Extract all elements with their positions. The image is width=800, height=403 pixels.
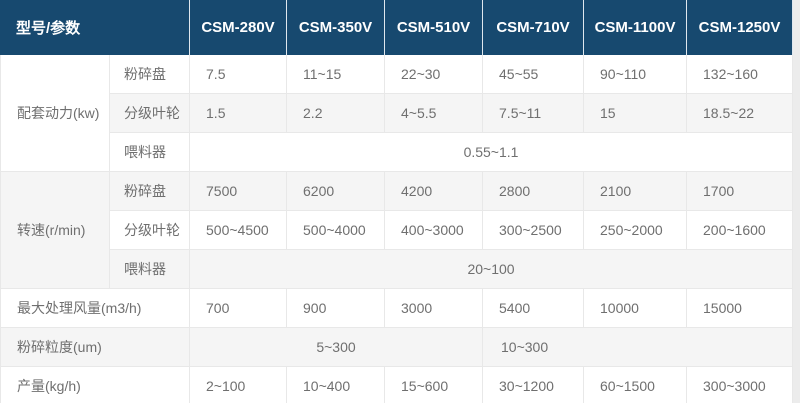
value-cell: 1700 — [687, 172, 794, 211]
value-cell: 4~5.5 — [385, 94, 484, 133]
model-header-csm-1100v: CSM-1100V — [584, 0, 688, 55]
value-cell: 15000 — [687, 289, 794, 328]
table-header-row: 型号/参数 CSM-280V CSM-350V CSM-510V CSM-710… — [0, 0, 794, 55]
value-cell: 300~3000 — [687, 367, 794, 403]
merged-value-cell: 10~300 — [483, 328, 794, 367]
value-cell: 2800 — [483, 172, 585, 211]
value-cell: 10~400 — [287, 367, 386, 403]
value-cell: 900 — [287, 289, 386, 328]
value-cell: 300~2500 — [483, 211, 585, 250]
value-cell: 6200 — [287, 172, 386, 211]
model-header-csm-510v: CSM-510V — [385, 0, 484, 55]
table-row: 喂料器 0.55~1.1 — [0, 133, 794, 172]
sub-label: 喂料器 — [110, 133, 191, 172]
value-cell: 90~110 — [584, 55, 688, 94]
value-cell: 7.5~11 — [483, 94, 585, 133]
value-cell: 7.5 — [190, 55, 288, 94]
value-cell: 15 — [584, 94, 688, 133]
value-cell: 700 — [190, 289, 288, 328]
value-cell: 10000 — [584, 289, 688, 328]
value-cell: 18.5~22 — [687, 94, 794, 133]
table-row: 粉碎粒度(um) 5~300 10~300 — [0, 328, 794, 367]
table-row: 最大处理风量(m3/h) 700 900 3000 5400 10000 150… — [0, 289, 794, 328]
sub-label: 粉碎盘 — [110, 172, 191, 211]
value-cell: 5400 — [483, 289, 585, 328]
value-cell: 45~55 — [483, 55, 585, 94]
value-cell: 1.5 — [190, 94, 288, 133]
value-cell: 7500 — [190, 172, 288, 211]
model-header-csm-710v: CSM-710V — [483, 0, 585, 55]
row-label-airflow: 最大处理风量(m3/h) — [0, 289, 191, 328]
value-cell: 132~160 — [687, 55, 794, 94]
group-label-speed: 转速(r/min) — [0, 172, 110, 289]
value-cell: 11~15 — [287, 55, 386, 94]
value-cell: 2.2 — [287, 94, 386, 133]
value-cell: 2100 — [584, 172, 688, 211]
model-header-csm-280v: CSM-280V — [190, 0, 288, 55]
value-cell: 500~4500 — [190, 211, 288, 250]
sub-label: 喂料器 — [110, 250, 191, 289]
value-cell: 22~30 — [385, 55, 484, 94]
table-row: 产量(kg/h) 2~100 10~400 15~600 30~1200 60~… — [0, 367, 794, 403]
value-cell: 15~600 — [385, 367, 484, 403]
value-cell: 3000 — [385, 289, 484, 328]
value-cell: 4200 — [385, 172, 484, 211]
sub-label: 粉碎盘 — [110, 55, 191, 94]
value-cell: 250~2000 — [584, 211, 688, 250]
sub-label: 分级叶轮 — [110, 94, 191, 133]
table-row: 分级叶轮 500~4500 500~4000 400~3000 300~2500… — [0, 211, 794, 250]
sub-label: 分级叶轮 — [110, 211, 191, 250]
group-label-power: 配套动力(kw) — [0, 55, 110, 172]
table-row: 喂料器 20~100 — [0, 250, 794, 289]
value-cell: 200~1600 — [687, 211, 794, 250]
value-cell: 400~3000 — [385, 211, 484, 250]
table-row: 配套动力(kw) 粉碎盘 7.5 11~15 22~30 45~55 90~11… — [0, 55, 794, 172]
table-row: 转速(r/min) 粉碎盘 7500 6200 4200 2800 2100 1… — [0, 172, 794, 289]
value-cell: 2~100 — [190, 367, 288, 403]
merged-value-cell: 0.55~1.1 — [190, 133, 794, 172]
value-cell: 30~1200 — [483, 367, 585, 403]
model-header-csm-350v: CSM-350V — [287, 0, 386, 55]
merged-value-cell: 5~300 — [190, 328, 484, 367]
merged-value-cell: 20~100 — [190, 250, 794, 289]
value-cell: 500~4000 — [287, 211, 386, 250]
table-row: 分级叶轮 1.5 2.2 4~5.5 7.5~11 15 18.5~22 — [0, 94, 794, 133]
param-header-cell: 型号/参数 — [0, 0, 191, 55]
model-header-csm-1250v: CSM-1250V — [687, 0, 794, 55]
value-cell: 60~1500 — [584, 367, 688, 403]
row-label-fineness: 粉碎粒度(um) — [0, 328, 191, 367]
row-label-capacity: 产量(kg/h) — [0, 367, 191, 403]
